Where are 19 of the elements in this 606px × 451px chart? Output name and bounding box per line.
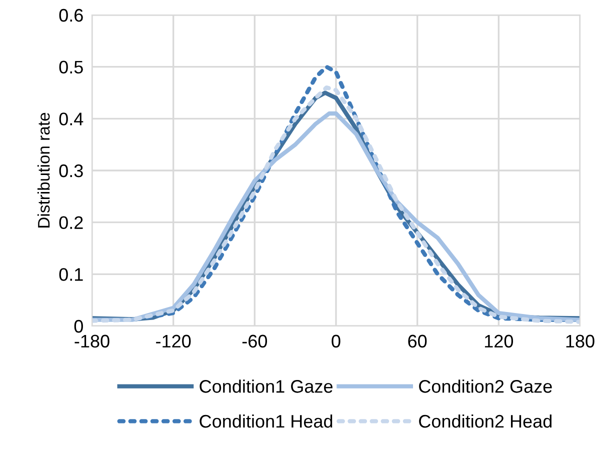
y-tick-label: 0	[74, 320, 83, 333]
x-tick-label: -60	[242, 334, 268, 348]
x-tick-label: -120	[156, 334, 191, 348]
legend-label: Condition2 Gaze	[419, 380, 552, 393]
x-tick-label: 60	[408, 334, 427, 348]
y-tick-label: 0.2	[59, 216, 83, 230]
legend-label: Condition2 Head	[419, 414, 552, 428]
y-tick-label: 0.5	[59, 60, 83, 74]
legend-label: Condition1 Head	[200, 414, 332, 428]
y-tick-label: 0.6	[59, 8, 83, 22]
x-tick-label: 120	[484, 334, 514, 348]
legend-label: Condition1 Gaze	[200, 380, 332, 393]
x-tick-label: 180	[566, 334, 594, 348]
y-tick-label: 0.3	[59, 164, 83, 178]
x-tick-label: -180	[74, 334, 110, 348]
x-tick-label: 0	[332, 334, 340, 348]
y-tick-label: 0.1	[59, 268, 83, 281]
y-tick-label: 0.4	[59, 112, 84, 126]
y-axis-title: Distribution rate	[37, 112, 50, 228]
